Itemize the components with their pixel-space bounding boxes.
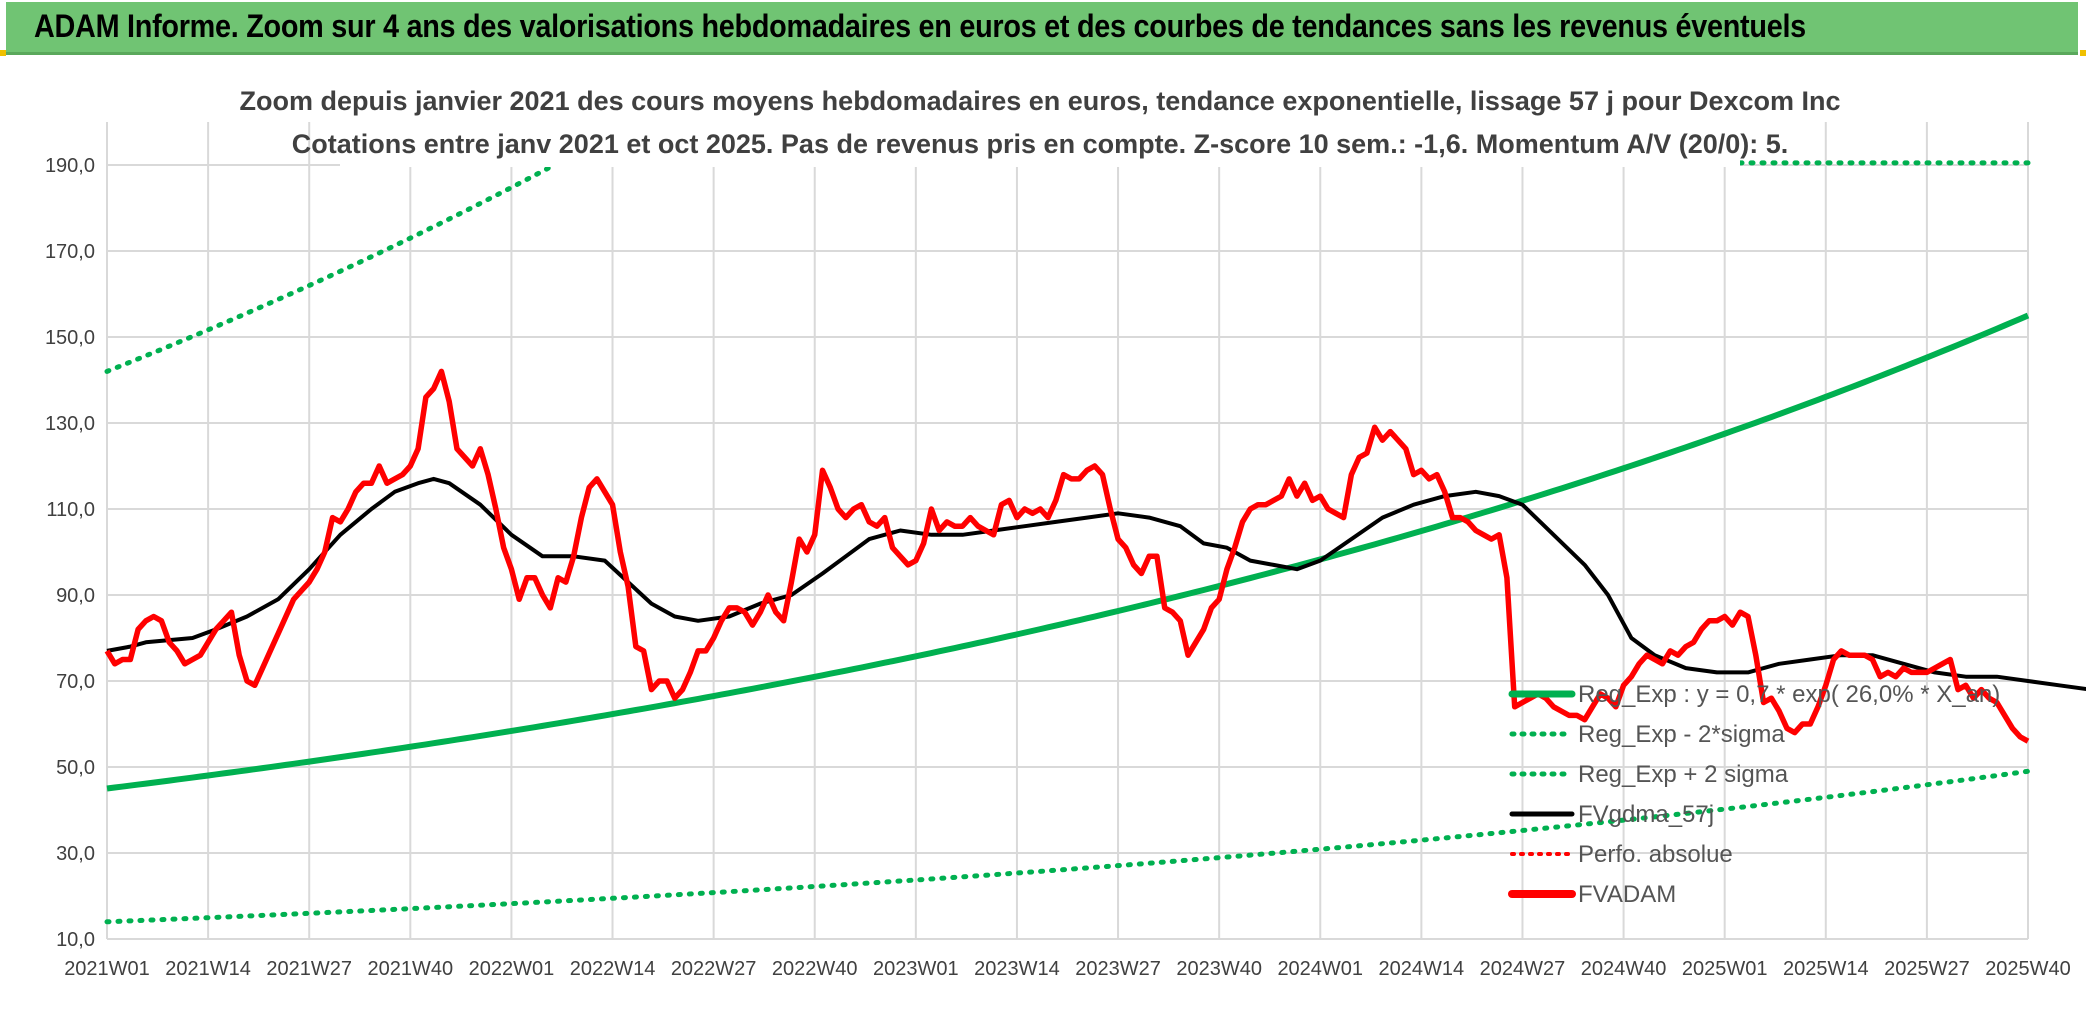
- series-layer: [104, 139, 2086, 925]
- x-tick-label: 2022W40: [772, 958, 858, 980]
- legend: Reg_Exp : y = 0,7 * exp( 26,0% * X_an) Re…: [1508, 681, 2000, 908]
- x-tick-label: 2024W01: [1277, 958, 1363, 980]
- legend-label: Perfo. absolue: [1578, 841, 1733, 868]
- series-fvgdma-57j: [106, 476, 2086, 692]
- legend-label: FVADAM: [1578, 881, 1676, 908]
- chart-title-background: [340, 75, 1740, 167]
- y-tick-label: 110,0: [46, 499, 95, 521]
- x-tick-label: 2022W27: [671, 958, 757, 980]
- y-tick-label: 50,0: [56, 757, 95, 779]
- x-tick-label: 2025W27: [1884, 958, 1970, 980]
- corner-marker-right: [2080, 50, 2086, 56]
- series-regexp-minus-2sigma: [104, 768, 2031, 925]
- chart-title-box: Zoom depuis janvier 2021 des cours moyen…: [239, 75, 1841, 167]
- x-tick-label: 2023W14: [974, 958, 1060, 980]
- y-tick-label: 10,0: [56, 929, 95, 951]
- x-tick-label: 2023W27: [1075, 958, 1161, 980]
- y-tick-label: 190,0: [45, 155, 95, 177]
- x-tick-label: 2024W14: [1379, 958, 1465, 980]
- legend-label: Reg_Exp - 2*sigma: [1578, 721, 1785, 748]
- y-tick-label: 150,0: [45, 327, 95, 349]
- y-tick-label: 130,0: [45, 413, 95, 435]
- y-tick-label: 70,0: [56, 671, 95, 693]
- series-regexp-plus-2sigma: [104, 139, 600, 374]
- x-tick-label: 2023W01: [873, 958, 959, 980]
- y-tick-label: 30,0: [56, 843, 95, 865]
- gridlines: [106, 122, 2029, 940]
- x-tick-label: 2024W40: [1581, 958, 1667, 980]
- series-fvadam: [104, 368, 2030, 744]
- x-tick-label: 2022W01: [469, 958, 555, 980]
- legend-label: FVgdma_57j: [1578, 801, 1714, 828]
- x-tick-label: 2021W14: [165, 958, 251, 980]
- y-tick-label: 170,0: [45, 241, 95, 263]
- x-tick-label: 2025W14: [1783, 958, 1869, 980]
- legend-label: Reg_Exp : y = 0,7 * exp( 26,0% * X_an): [1578, 681, 2000, 708]
- y-tick-label: 90,0: [56, 585, 95, 607]
- x-tick-label: 2022W14: [570, 958, 656, 980]
- x-tick-label: 2023W40: [1176, 958, 1262, 980]
- x-tick-label: 2024W27: [1480, 958, 1566, 980]
- x-tick-label: 2021W40: [368, 958, 454, 980]
- chart-title-line-1: Zoom depuis janvier 2021 des cours moyen…: [239, 86, 1840, 116]
- x-tick-label: 2021W27: [266, 958, 352, 980]
- axis-labels: 10,0 30,0 50,0 70,0 90,0 110,0 130,0 150,0 170,0…: [45, 155, 2071, 980]
- x-tick-label: 2021W01: [64, 958, 150, 980]
- legend-label: Reg_Exp + 2 sigma: [1578, 761, 1789, 788]
- corner-marker-left: [0, 50, 6, 56]
- x-tick-label: 2025W01: [1682, 958, 1768, 980]
- x-tick-label: 2025W40: [1985, 958, 2071, 980]
- series-regexp: [106, 312, 2030, 792]
- title-banner: ADAM Informe. Zoom sur 4 ans des valoris…: [6, 2, 2078, 55]
- banner-title: ADAM Informe. Zoom sur 4 ans des valoris…: [34, 8, 1806, 44]
- chart-title-line-2: Cotations entre janv 2021 et oct 2025. P…: [292, 129, 1789, 159]
